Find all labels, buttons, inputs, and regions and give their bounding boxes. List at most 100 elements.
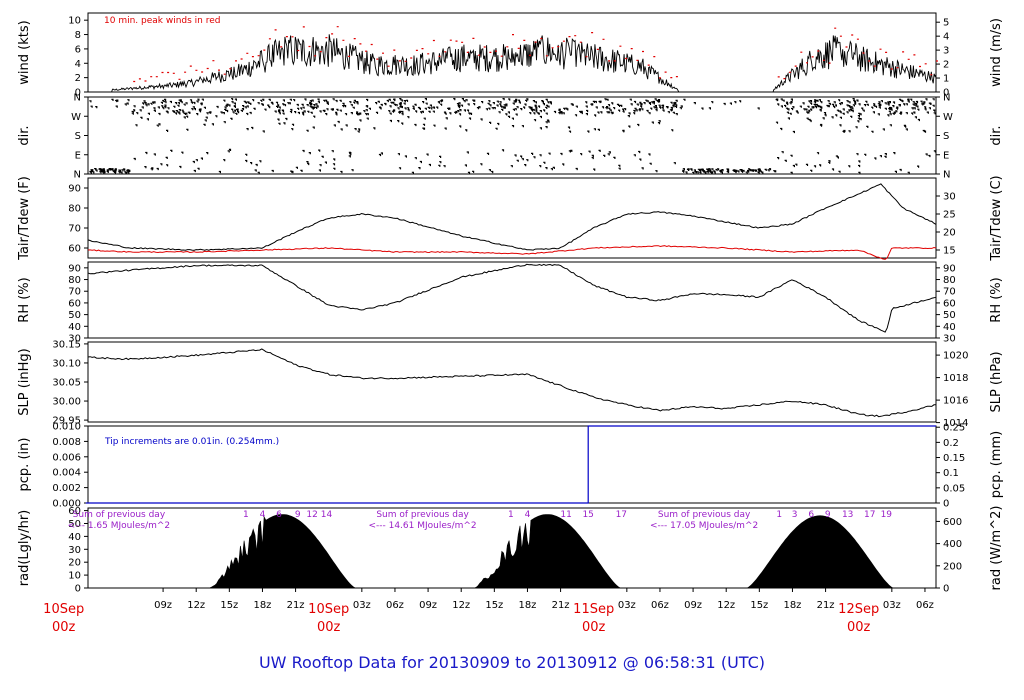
x-tick-label: 21z [552,600,570,611]
tair-ytick-label-left: 60 [68,244,81,255]
wind-speed-line [88,34,937,93]
x-day-date: 10Sep [43,602,84,617]
dir-ytick-label-left: W [71,112,81,123]
rad-hour-mark: 6 [276,510,282,520]
dir-panel-frame [87,96,937,175]
pcp-ylabel-right: pcp. (mm) [989,431,1004,498]
tair-ytick-label-right: 25 [943,210,956,221]
rad-ytick-label-left: 50 [68,519,81,530]
x-tick-label: 09z [684,600,702,611]
rad-annotation-line1: Sum of previous day [658,510,751,520]
slp-ytick-label-left: 30.05 [52,378,81,389]
wind-ytick-label-left: 6 [75,44,81,55]
rh-line [87,263,937,333]
pcp-note: Tip increments are 0.01in. (0.254mm.) [104,437,279,447]
rh-ytick-label-left: 30 [68,334,81,345]
dir-ylabel-left: dir. [17,125,32,145]
x-tick-label: 21z [287,600,305,611]
rad-annotation-line2: <--- 1.65 MJoules/m^2 [68,521,170,531]
wind-ytick-label-right: 5 [943,18,949,29]
wind-ytick-label-left: 8 [75,30,81,41]
wind-ytick-label-right: 2 [943,60,949,71]
rad-hour-mark: 1 [508,510,514,520]
x-tick-label: 21z [817,600,835,611]
wind-panel-frame [87,12,937,93]
rad-hour-mark: 17 [616,510,627,520]
dir-ytick-label-right: S [943,131,949,142]
x-tick-label: 15z [220,600,238,611]
rad-hour-mark: 4 [525,510,531,520]
rad-annotation-line1: Sum of previous day [376,510,469,520]
dir-ytick-label-left: S [75,131,81,142]
x-tick-label: 09z [154,600,172,611]
rad-hour-mark: 19 [881,510,893,520]
rad-ytick-label-left: 30 [68,545,81,556]
x-tick-label: 18z [253,600,271,611]
rad-hour-mark: 9 [295,510,301,520]
x-tick-label: 06z [916,600,934,611]
pcp-ytick-label-left: 0.000 [52,499,81,510]
tair-ytick-label-right: 15 [943,246,956,257]
pcp-ytick-label-left: 0.010 [52,422,81,433]
x-tick-label: 03z [353,600,371,611]
x-axis: 09z 12z 15z 18z 21z 03z 06z 09z 12z 15z 18z 21z 03z 0… [43,588,934,635]
wind-ytick-label-right: 3 [943,46,949,57]
rad-hour-mark: 9 [825,510,831,520]
x-day-hour: 00z [847,620,871,635]
rh-ytick-label-left: 90 [68,263,81,274]
x-tick-label: 12z [452,600,470,611]
dir-ytick-label-left: N [74,93,81,104]
slp-ytick-label-right: 1018 [943,373,968,384]
x-day-date: 11Sep [573,602,614,617]
wind-ytick-label-right: 4 [943,32,949,43]
slp-ylabel-left: SLP (inHg) [17,348,32,416]
pcp-ylabel-left: pcp. (in) [17,438,32,492]
rad-hour-mark: 3 [792,510,798,520]
rad-annotation-line2: <--- 14.61 MJoules/m^2 [368,521,476,531]
rad-ylabel-left: rad(Lgly/hr) [17,510,32,586]
rh-ytick-label-right: 40 [943,322,956,333]
rad-ylabel-right: rad (W/m^2) [989,506,1004,591]
rh-ytick-label-right: 30 [943,334,956,345]
x-day-hour: 00z [317,620,341,635]
dir-ytick-label-right: N [943,170,950,181]
slp-ytick-label-left: 30.10 [52,358,81,369]
tair-ytick-label-right: 30 [943,192,956,203]
rh-ytick-label-right: 50 [943,310,956,321]
rad-hour-mark: 11 [560,510,571,520]
rad-ytick-label-left: 60 [68,506,81,517]
wind-ytick-label-left: 4 [75,59,81,70]
tair-ytick-label-left: 80 [68,204,81,215]
rad-hour-mark: 15 [582,510,593,520]
dir-ytick-label-right: N [943,93,950,104]
rh-ytick-label-left: 70 [68,287,81,298]
radiation-day-3 [746,515,894,589]
rad-hour-mark: 14 [321,510,333,520]
x-day-hour: 00z [52,620,76,635]
wind-ytick-label-left: 2 [75,73,81,84]
wind-direction-dots [89,98,936,174]
rad-hour-mark: 1 [243,510,249,520]
rh-ytick-label-right: 80 [943,275,956,286]
x-tick-label: 15z [750,600,768,611]
rh-ylabel-right: RH (%) [989,277,1004,322]
tair-ytick-label-right: 20 [943,228,956,239]
x-tick-label: 09z [419,600,437,611]
rad-annotation-line1: Sum of previous day [73,510,166,520]
tair-ylabel-left: Tair/Tdew (F) [17,176,32,261]
pcp-ytick-label-right: 0.25 [943,423,965,434]
rh-ytick-label-left: 50 [68,310,81,321]
tair-panel-frame [87,177,937,259]
slp-ytick-label-left: 29.95 [52,416,81,427]
x-tick-label: 15z [485,600,503,611]
precip-line [85,425,936,504]
tdew-line [87,245,937,260]
rh-ytick-label-left: 80 [68,275,81,286]
dir-ytick-label-right: E [943,150,949,161]
slp-ytick-label-left: 30.15 [52,339,81,350]
slp-ytick-label-right: 1016 [943,396,968,407]
wind-peak-marks [133,26,938,83]
pcp-ytick-label-left: 0.006 [52,452,81,463]
tair-ytick-label-left: 70 [68,224,81,235]
dir-ytick-label-left: N [74,170,81,181]
